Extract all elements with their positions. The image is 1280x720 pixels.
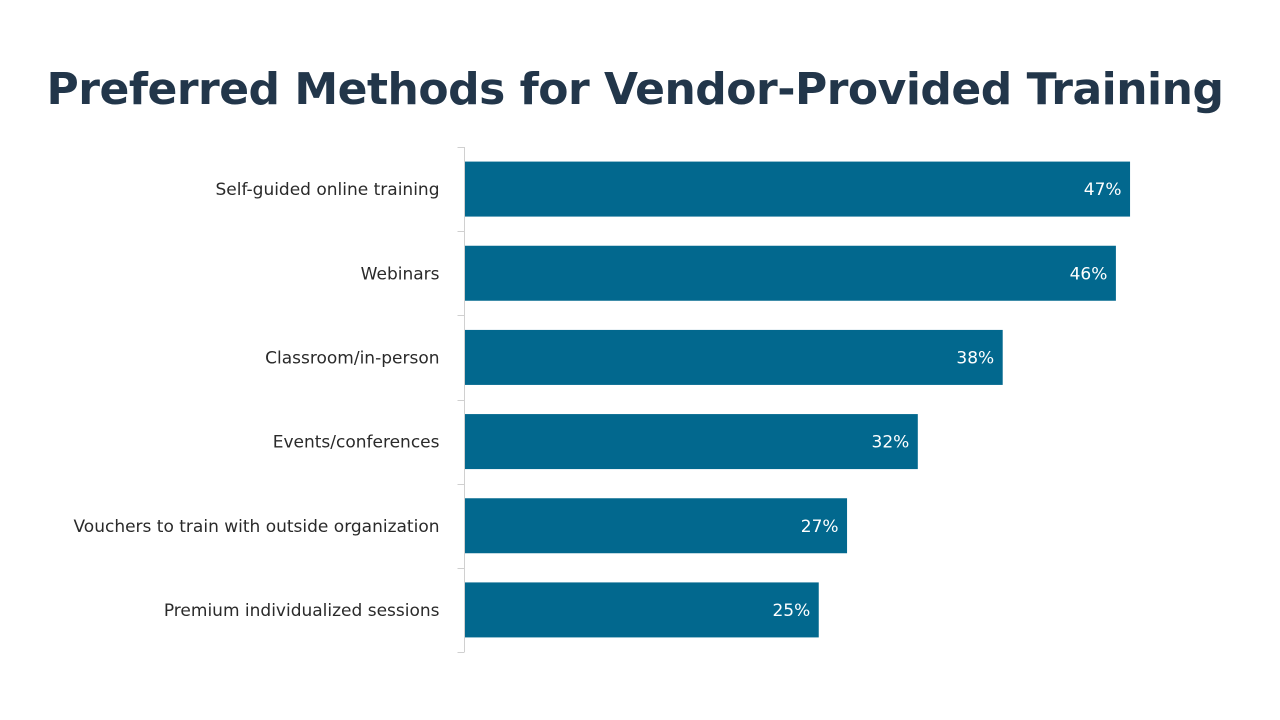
category-label: Webinars <box>361 264 440 284</box>
data-label: 46% <box>1070 264 1108 284</box>
bar <box>465 161 1131 217</box>
data-label: 25% <box>772 601 810 621</box>
data-label: 27% <box>801 517 839 537</box>
bar <box>465 414 918 470</box>
data-label: 38% <box>956 348 994 368</box>
category-label: Vouchers to train with outside organizat… <box>73 517 439 537</box>
data-label: 47% <box>1084 180 1122 200</box>
category-label: Classroom/in-person <box>265 348 439 368</box>
category-label: Premium individualized sessions <box>164 601 440 621</box>
bar <box>465 245 1116 301</box>
category-label: Self-guided online training <box>215 180 439 200</box>
bar <box>465 329 1003 385</box>
bar <box>465 498 848 554</box>
category-label: Events/conferences <box>273 433 440 453</box>
chart-title: Preferred Methods for Vendor-Provided Tr… <box>46 64 1224 115</box>
bar <box>465 582 819 638</box>
data-label: 32% <box>872 433 910 453</box>
